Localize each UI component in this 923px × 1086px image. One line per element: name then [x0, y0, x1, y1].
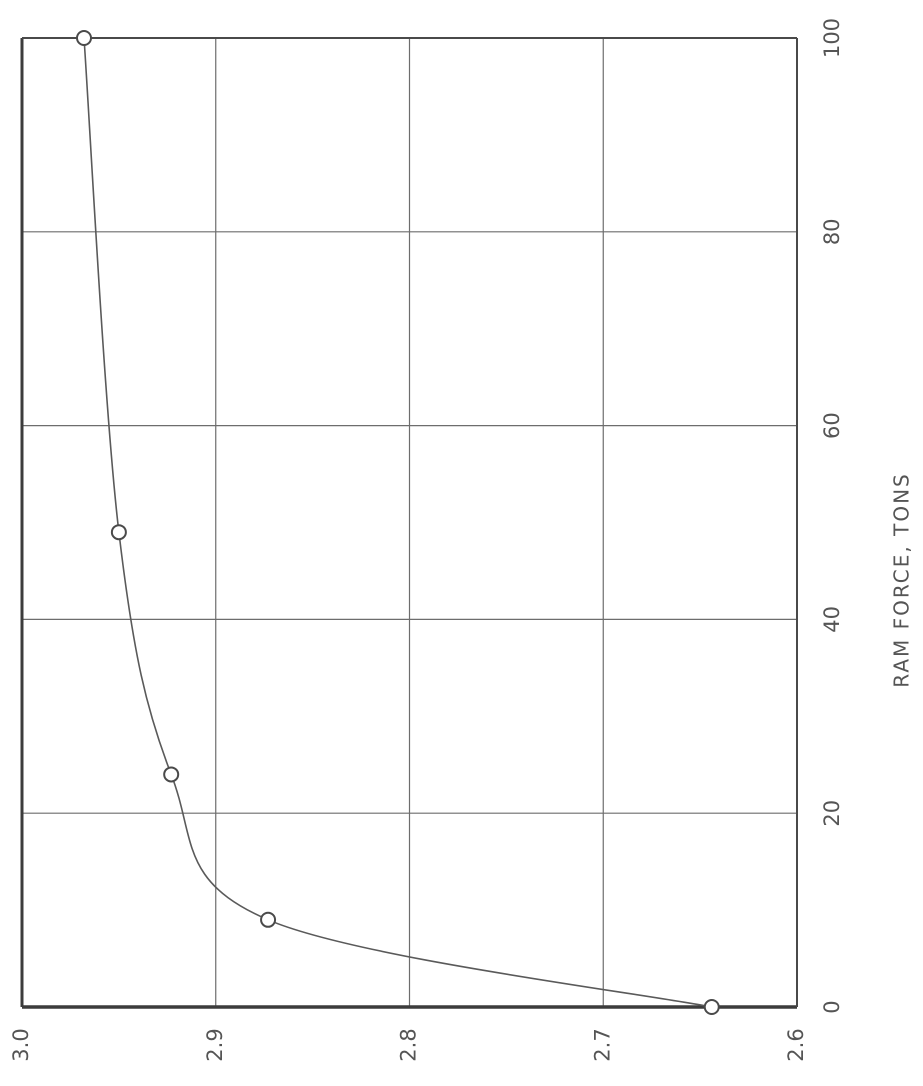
fit-curve — [83, 37, 712, 1008]
y-tick-label: 3.0 — [9, 1028, 33, 1061]
x-tick-label: 20 — [820, 800, 844, 827]
data-point — [260, 911, 277, 928]
data-point — [76, 30, 92, 46]
y-tick-label: 2.7 — [590, 1028, 614, 1061]
data-point — [703, 999, 720, 1015]
y-tick-label: 2.6 — [784, 1028, 808, 1061]
x-axis-label: RAM FORCE, TONS — [890, 472, 914, 687]
x-tick-label: 100 — [820, 18, 844, 58]
x-tick-label: 0 — [820, 1000, 844, 1013]
x-tick-label: 80 — [820, 218, 844, 245]
x-tick-label: 40 — [820, 606, 844, 633]
y-tick-label: 2.8 — [397, 1028, 421, 1061]
data-point — [163, 766, 180, 783]
y-tick-label: 2.9 — [203, 1028, 227, 1061]
data-point — [110, 524, 127, 541]
x-tick-label: 60 — [820, 412, 844, 439]
